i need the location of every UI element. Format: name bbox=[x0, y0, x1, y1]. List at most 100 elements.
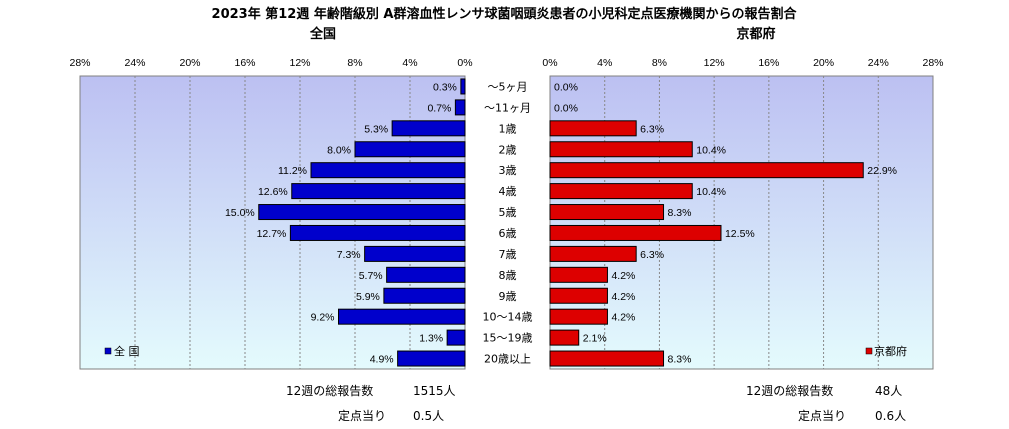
category-label: 8歳 bbox=[499, 269, 517, 282]
right-bar bbox=[549, 308, 608, 325]
category-label: ～5ヶ月 bbox=[488, 80, 528, 93]
left-bar bbox=[397, 350, 466, 367]
left-bar bbox=[338, 308, 466, 325]
category-label: 10～14歳 bbox=[483, 311, 533, 324]
left-tick-label: 16% bbox=[234, 57, 255, 69]
left-bar bbox=[460, 78, 466, 95]
left-tick-label: 8% bbox=[347, 57, 362, 69]
left-value-label: 1.3% bbox=[419, 333, 443, 345]
left-value-label: 15.0% bbox=[225, 207, 255, 219]
right-value-label: 4.2% bbox=[611, 312, 635, 324]
left-bar bbox=[354, 141, 466, 158]
left-bar bbox=[364, 245, 466, 262]
right-plot-area: 0% 4% 8% 12% 16% 20% 24% 28% 0.0% 0.0% 6.3% 10.4% 22… bbox=[542, 57, 944, 370]
left-bar bbox=[310, 162, 466, 179]
left-value-label: 12.7% bbox=[257, 228, 287, 240]
right-tick-label: 20% bbox=[813, 57, 834, 69]
left-value-label: 4.9% bbox=[370, 354, 394, 366]
left-bar bbox=[391, 120, 466, 137]
right-value-label: 10.4% bbox=[696, 144, 726, 156]
right-value-label: 6.3% bbox=[640, 123, 664, 135]
left-tick-label: 20% bbox=[179, 57, 200, 69]
right-value-label: 2.1% bbox=[583, 333, 607, 345]
left-panel-title: 全国 bbox=[309, 26, 336, 42]
right-panel-title: 京都府 bbox=[736, 26, 775, 42]
right-per-value: 0.6人 bbox=[875, 409, 906, 423]
category-axis: ～5ヶ月 ～11ヶ月 1歳 2歳 3歳 4歳 5歳 6歳 7歳 8歳 9歳 10～14歳 15～19歳 2… bbox=[483, 80, 533, 365]
left-tick-label: 12% bbox=[289, 57, 310, 69]
category-label: ～11ヶ月 bbox=[484, 101, 531, 114]
right-value-label: 6.3% bbox=[640, 249, 664, 261]
category-label: 20歳以上 bbox=[484, 353, 531, 366]
right-value-label: 4.2% bbox=[611, 270, 635, 282]
left-plot-area: 28% 24% 20% 16% 12% 8% 4% 0%0.3% 0.7% 5.3% 8.0% 11.… bbox=[69, 57, 473, 370]
left-per-label: 定点当り bbox=[338, 408, 386, 423]
right-bar bbox=[549, 245, 637, 262]
right-tick-label: 8% bbox=[652, 57, 667, 69]
category-label: 5歳 bbox=[499, 206, 517, 219]
left-value-label: 0.7% bbox=[427, 102, 451, 114]
category-label: 1歳 bbox=[499, 122, 517, 135]
right-tick-label: 28% bbox=[922, 57, 943, 69]
right-value-label: 0.0% bbox=[554, 81, 578, 93]
category-label: 7歳 bbox=[499, 248, 517, 261]
left-value-label: 7.3% bbox=[337, 249, 361, 261]
left-per-value: 0.5人 bbox=[413, 409, 444, 423]
right-plot-background bbox=[549, 75, 934, 370]
right-legend-swatch bbox=[865, 347, 873, 355]
left-bar bbox=[291, 183, 466, 200]
right-tick-label: 24% bbox=[868, 57, 889, 69]
right-bar bbox=[549, 183, 693, 200]
category-label: 4歳 bbox=[499, 185, 517, 198]
left-value-label: 5.9% bbox=[356, 291, 380, 303]
right-value-label: 10.4% bbox=[696, 186, 726, 198]
right-bar bbox=[549, 204, 665, 221]
left-plot-background bbox=[79, 75, 466, 370]
right-legend-label: 京都府 bbox=[874, 344, 907, 358]
left-legend-swatch bbox=[104, 347, 112, 355]
right-tick-label: 16% bbox=[758, 57, 779, 69]
category-label: 6歳 bbox=[499, 227, 517, 240]
left-bar bbox=[258, 204, 466, 221]
right-bar bbox=[549, 120, 637, 137]
right-bar bbox=[549, 224, 722, 241]
left-tick-label: 24% bbox=[124, 57, 145, 69]
left-value-label: 0.3% bbox=[433, 81, 457, 93]
left-value-label: 5.3% bbox=[364, 123, 388, 135]
left-value-label: 12.6% bbox=[258, 186, 288, 198]
right-bar bbox=[549, 141, 693, 158]
left-legend-label: 全 国 bbox=[114, 344, 140, 358]
left-bar bbox=[446, 329, 466, 346]
right-tick-label: 4% bbox=[597, 57, 612, 69]
left-value-label: 8.0% bbox=[327, 144, 351, 156]
left-bar bbox=[383, 287, 466, 304]
left-value-label: 9.2% bbox=[311, 312, 335, 324]
right-bar bbox=[549, 266, 608, 283]
right-tick-label: 0% bbox=[542, 57, 557, 69]
category-label: 2歳 bbox=[499, 143, 517, 156]
right-total-label: 12週の総報告数 bbox=[746, 383, 833, 398]
category-label: 15～19歳 bbox=[483, 332, 533, 345]
left-bar bbox=[289, 224, 466, 241]
left-tick-label: 4% bbox=[402, 57, 417, 69]
right-value-label: 4.2% bbox=[611, 291, 635, 303]
right-bar bbox=[549, 329, 580, 346]
category-label: 9歳 bbox=[499, 290, 517, 303]
right-value-label: 8.3% bbox=[668, 207, 692, 219]
right-value-label: 8.3% bbox=[668, 354, 692, 366]
right-bar bbox=[549, 350, 665, 367]
left-total-value: 1515人 bbox=[413, 384, 456, 398]
chart-title: 2023年 第12週 年齢階級別 A群溶血性レンサ球菌咽頭炎患者の小児科定点医療… bbox=[212, 6, 798, 22]
right-bar bbox=[549, 162, 864, 179]
left-total-label: 12週の総報告数 bbox=[286, 383, 373, 398]
left-value-label: 11.2% bbox=[278, 165, 307, 177]
right-total-value: 48人 bbox=[875, 384, 902, 398]
left-tick-label: 0% bbox=[457, 57, 472, 69]
right-value-label: 22.9% bbox=[867, 165, 897, 177]
right-value-label: 12.5% bbox=[725, 228, 755, 240]
left-value-label: 5.7% bbox=[359, 270, 383, 282]
right-value-label: 0.0% bbox=[554, 102, 578, 114]
right-tick-label: 12% bbox=[704, 57, 725, 69]
category-label: 3歳 bbox=[499, 164, 517, 177]
